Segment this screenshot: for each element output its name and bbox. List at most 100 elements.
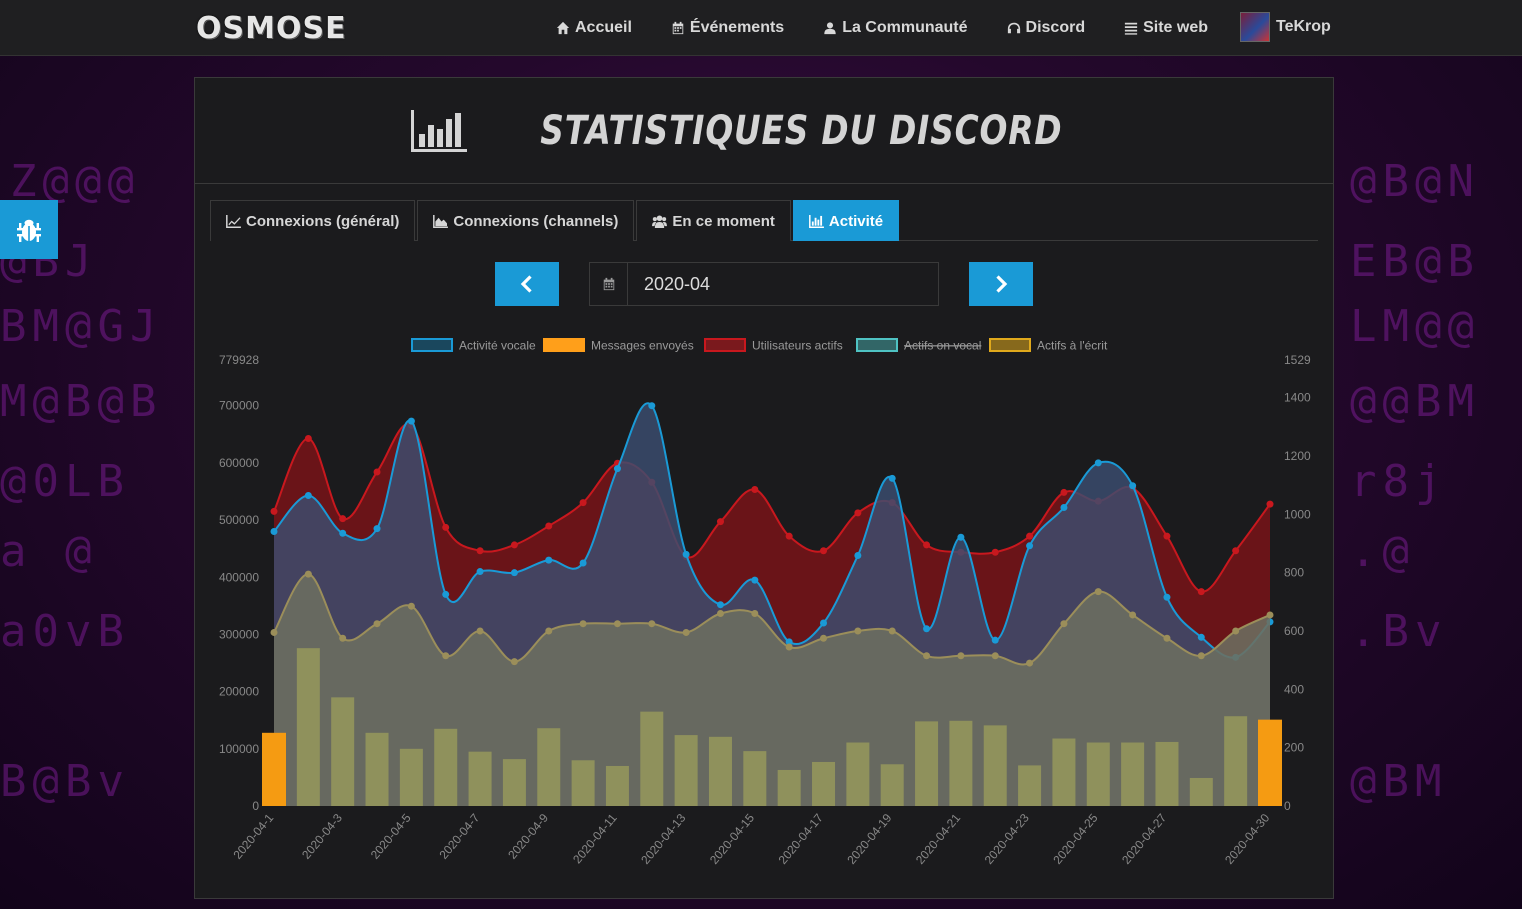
ecrit-point	[545, 627, 553, 635]
users-point	[304, 434, 312, 442]
page-title: STATISTIQUES DU DISCORD	[539, 107, 1063, 154]
messages-bar	[949, 720, 973, 806]
month-picker-addon[interactable]	[590, 263, 628, 305]
vocal-point	[991, 636, 999, 644]
messages-bar	[1052, 738, 1076, 806]
ecrit-point	[682, 628, 690, 636]
x-tick-label: 2020-04-17	[776, 811, 826, 867]
ecrit-point	[957, 652, 965, 660]
messages-bar	[262, 732, 286, 806]
ecrit-point	[1163, 634, 1171, 642]
ecrit-point	[751, 609, 759, 617]
month-input[interactable]	[628, 263, 938, 305]
ecrit-point	[373, 620, 381, 628]
tab-en-ce-moment[interactable]: En ce moment	[636, 200, 791, 241]
nav-discord-label: Discord	[1025, 19, 1086, 36]
vocal-point	[1197, 633, 1205, 641]
ecrit-point	[304, 570, 312, 578]
vocal-point	[476, 568, 484, 576]
tab-activite[interactable]: Activité	[792, 200, 900, 241]
users-point	[545, 522, 553, 530]
ecrit-point	[820, 634, 828, 642]
username: TeKrop	[1276, 18, 1331, 35]
x-tick-label: 2020-04-30	[1222, 811, 1272, 867]
messages-bar	[1189, 777, 1213, 806]
x-tick-label: 2020-04-3	[299, 811, 345, 862]
vocal-point	[888, 474, 896, 482]
nav-evenements[interactable]: Événements	[671, 19, 784, 37]
vocal-line	[273, 402, 1271, 659]
vocal-point	[407, 417, 415, 425]
users-icon	[652, 214, 668, 228]
messages-bar	[915, 721, 939, 806]
users-point	[1232, 547, 1240, 555]
messages-bar	[640, 711, 664, 806]
legend-label: Actifs à l'écrit	[1037, 339, 1108, 353]
ecrit-point	[785, 643, 793, 651]
vocal-point	[682, 550, 690, 558]
vocal-point	[373, 525, 381, 533]
y-left-tick-label: 500000	[219, 513, 259, 527]
month-picker[interactable]	[589, 262, 939, 306]
messages-bar	[537, 728, 561, 806]
tab-en-ce-moment-label: En ce moment	[672, 212, 775, 230]
y-left-tick-label: 0	[252, 799, 259, 813]
messages-bar	[296, 648, 320, 806]
y-right-tick-label: 1200	[1284, 449, 1311, 463]
osmose-logo[interactable]: OSMOSE	[196, 9, 352, 47]
home-icon	[556, 21, 570, 35]
x-tick-label: 2020-04-7	[436, 811, 482, 862]
y-left-tick-label: 700000	[219, 399, 259, 413]
user-menu[interactable]: TeKrop	[1240, 12, 1331, 42]
users-point	[991, 548, 999, 556]
ecrit-point	[613, 620, 621, 628]
nav-site-web[interactable]: Site web	[1124, 19, 1208, 37]
vocal-point	[442, 590, 450, 598]
bug-report-button[interactable]	[0, 200, 58, 259]
x-tick-label: 2020-04-25	[1050, 811, 1100, 867]
legend-swatch	[856, 338, 898, 352]
users-point	[1060, 488, 1068, 496]
vocal-point	[820, 619, 828, 627]
messages-bar	[1224, 716, 1248, 806]
vocal-point	[785, 638, 793, 646]
vocal-point	[613, 465, 621, 473]
users-point	[442, 523, 450, 531]
bar-chart-icon	[808, 214, 824, 228]
y-right-tick-label: 200	[1284, 741, 1304, 755]
nav-communaute[interactable]: La Communauté	[823, 19, 968, 37]
ecrit-point	[1026, 659, 1034, 667]
list-icon	[1124, 22, 1138, 35]
ecrit-point	[1094, 588, 1102, 596]
nav-accueil[interactable]: Accueil	[556, 19, 632, 37]
next-month-button[interactable]	[969, 262, 1033, 306]
users-point	[579, 499, 587, 507]
tab-connexions-channels[interactable]: Connexions (channels)	[417, 200, 635, 241]
bug-icon	[17, 219, 41, 242]
messages-bar	[1018, 765, 1042, 806]
previous-month-button[interactable]	[495, 262, 559, 306]
ecrit-point	[923, 652, 931, 660]
x-tick-label: 2020-04-11	[570, 811, 620, 867]
vocal-point	[545, 556, 553, 564]
users-point	[1266, 500, 1274, 508]
ecrit-point	[1266, 611, 1274, 619]
messages-bar	[399, 748, 423, 806]
x-tick-label: 2020-04-13	[638, 811, 688, 867]
top-navbar: OSMOSE Accueil Événements La Communauté …	[0, 0, 1522, 56]
nav-discord[interactable]: Discord	[1007, 19, 1086, 37]
ecrit-point	[510, 658, 518, 666]
vocal-point	[648, 402, 656, 410]
users-point	[751, 486, 759, 494]
ecrit-point	[270, 628, 278, 636]
users-point	[1163, 532, 1171, 540]
messages-bar	[812, 761, 836, 806]
messages-bar	[674, 735, 698, 806]
activity-chart-svg: Activité vocale Messages envoyés Utilisate…	[219, 338, 1311, 867]
nav-accueil-label: Accueil	[575, 19, 632, 36]
brand-text: OSMOSE	[196, 10, 347, 46]
tab-connexions-general[interactable]: Connexions (général)	[210, 200, 416, 241]
y-right-tick-label: 400	[1284, 682, 1304, 696]
vocal-point	[1026, 542, 1034, 550]
legend-swatch	[543, 338, 585, 352]
